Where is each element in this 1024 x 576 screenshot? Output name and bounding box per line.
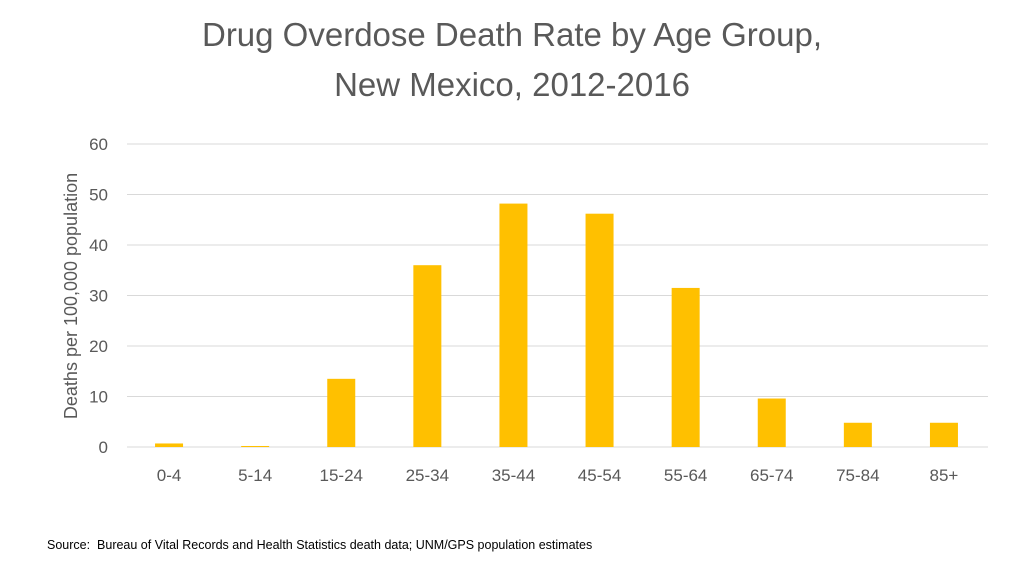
y-tick-label: 20: [89, 337, 108, 356]
x-tick-label: 75-84: [836, 466, 879, 485]
y-tick-label: 50: [89, 186, 108, 205]
bar-15-24: [327, 378, 356, 447]
x-tick-label: 5-14: [238, 466, 272, 485]
bar-0-4: [155, 443, 184, 447]
x-tick-label: 45-54: [578, 466, 621, 485]
x-tick-label: 0-4: [157, 466, 182, 485]
x-tick-label: 15-24: [320, 466, 363, 485]
x-axis-ticks: 0-4 5-14 15-24 25-34 35-44 45-54 55-64 65-74 75-…: [157, 466, 959, 485]
x-tick-label: 35-44: [492, 466, 535, 485]
x-tick-label: 25-34: [406, 466, 449, 485]
bar-55-64: [671, 287, 700, 447]
y-tick-label: 40: [89, 236, 108, 255]
source-note: Source: Bureau of Vital Records and Heal…: [47, 538, 593, 552]
chart-title-line-1: Drug Overdose Death Rate by Age Group,: [201, 16, 822, 53]
y-tick-label: 60: [89, 135, 108, 154]
bar-85plus: [929, 422, 958, 447]
x-tick-label: 55-64: [664, 466, 707, 485]
x-tick-label: 65-74: [750, 466, 793, 485]
bar-25-34: [413, 265, 442, 447]
bars: [155, 203, 958, 447]
bar-45-54: [585, 213, 614, 447]
y-axis-title: Deaths per 100,000 population: [61, 173, 81, 419]
x-tick-label: 85+: [930, 466, 959, 485]
chart-title-line-2: New Mexico, 2012-2016: [334, 66, 690, 103]
chart-title: Drug Overdose Death Rate by Age Group, N…: [0, 10, 1024, 110]
y-axis-ticks: 0 10 20 30 40 50 60: [89, 135, 108, 457]
bar-65-74: [757, 398, 786, 447]
bar-5-14: [241, 445, 270, 447]
bar-75-84: [843, 422, 872, 447]
gridlines: [127, 143, 988, 448]
y-tick-label: 30: [89, 287, 108, 306]
y-tick-label: 10: [89, 388, 108, 407]
y-tick-label: 0: [99, 438, 108, 457]
bar-35-44: [499, 203, 528, 447]
